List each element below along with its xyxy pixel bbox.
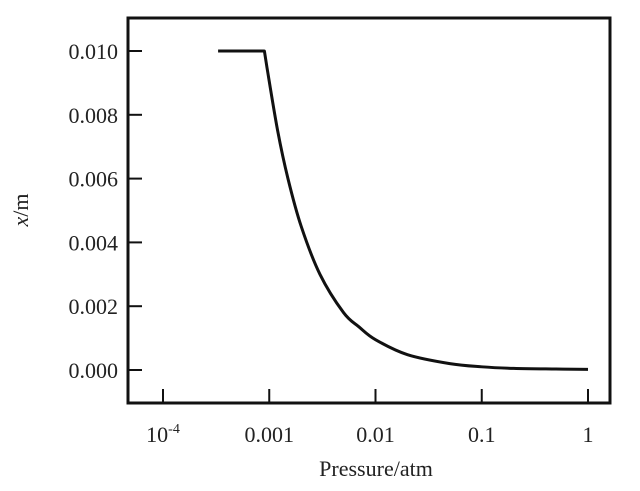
x-tick-label-base: 0.1 [468, 422, 496, 447]
x-tick-label: 0.001 [245, 422, 295, 447]
x-axis-ticks: 10-4 0.001 0.01 0.1 1 [146, 389, 594, 447]
y-tick-label: 0.010 [69, 39, 119, 64]
y-axis-ticks: 0.000 0.002 0.004 0.006 0.008 0.010 [69, 39, 142, 383]
y-tick-label: 0.000 [69, 358, 119, 383]
x-tick-label-base: 0.001 [245, 422, 295, 447]
x-tick-label-base: 10 [146, 422, 168, 447]
y-tick-label: 0.002 [69, 294, 119, 319]
x-tick-label: 1 [583, 422, 594, 447]
y-axis-title: x/m [8, 194, 33, 228]
y-tick-label: 0.004 [69, 230, 119, 255]
y-axis-title-unit: /m [8, 194, 33, 217]
plot-frame [126, 16, 612, 405]
series-line [218, 49, 589, 371]
series-layer [218, 49, 589, 371]
y-tick-label: 0.008 [69, 103, 119, 128]
y-tick-label: 0.006 [69, 167, 119, 192]
x-tick-label: 0.01 [356, 422, 395, 447]
x-tick-label-base: 1 [583, 422, 594, 447]
x-tick-label-exponent: -4 [168, 422, 180, 437]
x-tick-label: 10-4 [146, 422, 180, 447]
x-axis-title: Pressure/atm [319, 456, 433, 481]
x-tick-label-base: 0.01 [356, 422, 395, 447]
x-tick-label: 0.1 [468, 422, 496, 447]
y-axis-title-symbol: x [8, 217, 33, 228]
